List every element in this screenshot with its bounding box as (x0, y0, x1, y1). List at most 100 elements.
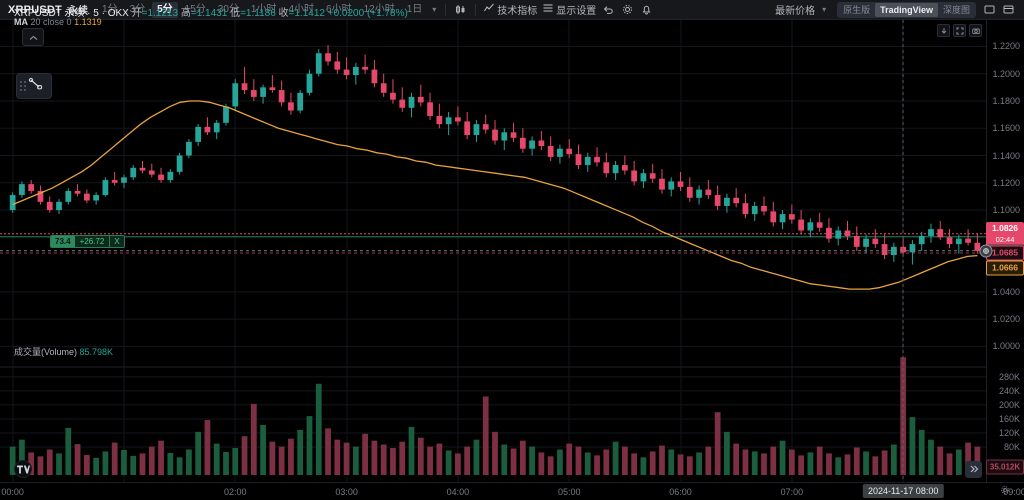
timeframe-1m[interactable]: 1分 (101, 3, 118, 15)
ma-price-label: 1.0666 (986, 260, 1024, 276)
volume-tick: 120K (998, 427, 1020, 438)
timeframe-3m[interactable]: 3分 (129, 3, 146, 15)
chevron-down-icon: ▾ (822, 5, 827, 14)
time-tick: 07:00 (780, 487, 804, 497)
price-tick: 1.1400 (992, 150, 1020, 161)
volume-tick: 280K (998, 371, 1020, 382)
chart-version-native[interactable]: 原生版 (843, 4, 871, 15)
position-pnl: +26.72 (74, 235, 110, 247)
indicator-icon (484, 3, 495, 16)
alert-icon[interactable] (637, 4, 656, 15)
ma-indicator-value: 1.1319 (74, 17, 102, 27)
chart-version-switch: 原生版 TradingView 深度图 (837, 1, 976, 18)
legend-open-value: 1.1213 (147, 8, 179, 19)
price-axis[interactable]: 1.2200 1.2000 1.1800 1.1600 1.1400 1.1200 1.10… (986, 20, 1024, 500)
chart-legend-volume[interactable]: 成交量(Volume) 85.798K (14, 345, 113, 358)
gear-icon (1000, 482, 1010, 500)
camera-icon[interactable] (969, 24, 982, 37)
volume-indicator-name: 成交量(Volume) (14, 347, 78, 357)
time-tick: 03:00 (335, 487, 358, 497)
price-tick: 1.1800 (992, 95, 1020, 106)
volume-tick: 160K (998, 413, 1020, 424)
close-position-button[interactable]: X (109, 235, 124, 247)
price-tick: 1.0000 (992, 341, 1020, 352)
layout-icon[interactable] (980, 4, 999, 15)
volume-tick: 240K (998, 385, 1020, 396)
drag-handle-icon[interactable] (20, 81, 26, 91)
timeframe-1d[interactable]: 1日 (406, 3, 423, 15)
price-tick: 1.2000 (992, 68, 1020, 79)
toolbar-symbol[interactable]: XRPUSDT (8, 3, 62, 16)
position-tag[interactable]: 73.4 +26.72 X (50, 234, 125, 248)
tradingview-logo[interactable] (14, 460, 32, 478)
legend-close-label: 收 (278, 8, 289, 19)
goto-realtime-button[interactable] (965, 461, 982, 478)
time-tick: 09:00 (1003, 487, 1024, 497)
time-tick: 02:00 (224, 487, 247, 497)
timeframe-15m[interactable]: 15分 (184, 3, 206, 15)
display-settings-button[interactable]: 显示设置 (540, 2, 599, 17)
list-icon (543, 3, 553, 16)
time-tick: 00:00 (1, 487, 24, 497)
undo-icon[interactable] (599, 4, 618, 15)
ma-indicator-params: 20 close 0 (30, 17, 72, 27)
chart-legend-ohlc: XRPUSDT 永续 · 5 · OKX 开=1.1213 高=1.1431 低… (14, 8, 408, 19)
price-tick: 1.0400 (992, 286, 1020, 297)
chart-canvas-area[interactable] (0, 20, 986, 482)
volume-value-label: 35.012K (986, 459, 1024, 475)
timeframe-12h[interactable]: 12小时 (363, 3, 395, 15)
expand-icon[interactable] (953, 24, 966, 37)
price-tick: 1.1200 (992, 177, 1020, 188)
divider (445, 3, 447, 16)
legend-high-value: 1.1431 (196, 8, 228, 19)
timeframe-30m[interactable]: 30分 (217, 3, 239, 15)
double-chevron-right-icon (969, 461, 979, 479)
last-price-marker (979, 244, 993, 258)
gear-icon[interactable] (618, 4, 637, 15)
ma-indicator-name: MA (14, 17, 28, 27)
axis-settings-button[interactable] (997, 483, 1013, 499)
crosshair-time-label: 2024-11-17 08:00 (862, 484, 944, 498)
volume-indicator-value: 85.798K (79, 347, 114, 357)
collapse-legend-button[interactable] (22, 28, 44, 46)
volume-tick: 200K (998, 399, 1020, 410)
position-quantity: 73.4 (51, 235, 75, 247)
trend-line-icon[interactable] (28, 76, 44, 97)
volume-tick: 80K (1003, 441, 1020, 452)
time-tick: 04:00 (446, 487, 470, 497)
chart-svg (0, 20, 986, 482)
time-tick: 06:00 (669, 487, 692, 497)
legend-open-label: 开 (131, 8, 142, 19)
drawing-tool-widget[interactable] (16, 73, 52, 99)
chart-legend-ma[interactable]: MA 20 close 0 1.1319 (14, 17, 102, 27)
fullscreen-icon[interactable] (999, 4, 1018, 15)
timeframe-4h[interactable]: 4小时 (288, 3, 315, 15)
divider (475, 3, 477, 16)
legend-low-label: 低 (230, 8, 241, 19)
legend-change-value: +0.0200 (+1.78%) (327, 8, 408, 19)
legend-symbol: XRPUSDT 永续 · 5 · OKX (14, 8, 129, 19)
display-settings-label: 显示设置 (556, 6, 597, 17)
crosshair-price-label: 1.0826 02:44 (986, 221, 1024, 246)
candlestick-icon[interactable] (451, 4, 470, 15)
price-source-label: 最新价格 (775, 6, 816, 17)
legend-low-value: 1.1186 (245, 8, 276, 19)
price-source-dropdown[interactable]: 最新价格 ▾ (772, 2, 833, 17)
price-tick: 1.1000 (992, 205, 1020, 216)
technical-indicators-button[interactable]: 技术指标 (481, 2, 540, 17)
chevron-down-icon[interactable]: ▾ (432, 5, 437, 14)
timeframe-5m[interactable]: 5分 (152, 1, 178, 18)
timeframe-1h[interactable]: 1小时 (250, 3, 277, 15)
download-icon[interactable] (937, 24, 950, 37)
chevron-up-icon (29, 28, 38, 46)
chart-version-tradingview[interactable]: TradingView (875, 2, 938, 17)
price-tick: 1.1600 (992, 123, 1020, 134)
chart-version-depth[interactable]: 深度图 (942, 4, 970, 15)
legend-high-label: 高 (180, 8, 191, 19)
toolbar-contract-type: 永续 (67, 6, 88, 17)
price-tick: 1.2200 (992, 41, 1020, 52)
time-axis[interactable]: 00:00 02:00 03:00 04:00 05:00 06:00 07:00 2024-… (0, 482, 1024, 500)
timeframe-6h[interactable]: 6小时 (326, 3, 352, 15)
pane-buttons (937, 24, 982, 37)
